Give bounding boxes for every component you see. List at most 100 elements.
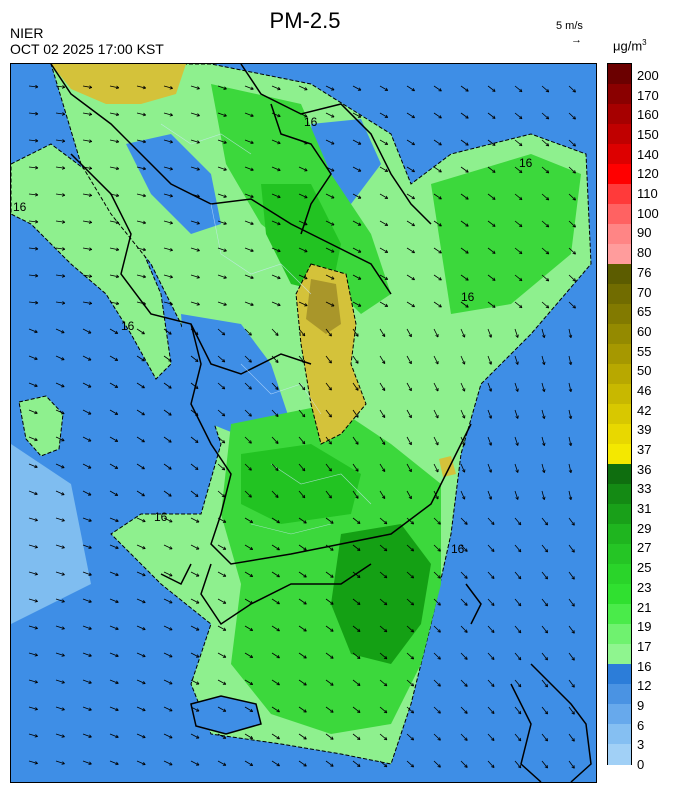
wind-arrow-icon [487, 193, 496, 200]
wind-arrow-icon [541, 355, 545, 365]
wind-arrowhead-icon [488, 415, 493, 419]
wind-arrow-icon [244, 436, 252, 444]
wind-arrowhead-icon [276, 520, 280, 524]
wind-arrow-icon [379, 301, 388, 307]
wind-arrow-icon [487, 571, 495, 579]
wind-arrowhead-icon [568, 496, 573, 501]
wind-arrow-icon [217, 193, 227, 198]
wind-arrow-icon [190, 274, 200, 279]
wind-arrowhead-icon [542, 442, 546, 446]
wind-arrowhead-icon [465, 304, 469, 308]
wind-arrowhead-icon [384, 195, 389, 199]
wind-arrow-icon [298, 166, 308, 172]
wind-arrow-icon [379, 544, 388, 552]
wind-arrow-icon [217, 571, 227, 577]
wind-arrow-icon [487, 112, 496, 119]
wind-arrowhead-icon [249, 681, 254, 686]
wind-arrowhead-icon [517, 521, 522, 526]
wind-arrowhead-icon [61, 166, 66, 170]
wind-arrow-icon [325, 544, 334, 551]
wind-arrowhead-icon [571, 522, 575, 526]
wind-arrow-icon [514, 166, 523, 174]
wind-arrowhead-icon [355, 333, 359, 337]
wind-arrowhead-icon [330, 682, 334, 686]
wind-arrowhead-icon [222, 627, 227, 631]
wind-arrowhead-icon [115, 220, 120, 225]
wind-arrowhead-icon [410, 764, 415, 768]
wind-arrow-icon [487, 247, 496, 254]
wind-arrow-icon [352, 463, 359, 472]
wind-arrowhead-icon [87, 411, 92, 415]
wind-arrow-icon [568, 274, 576, 282]
wind-arrow-icon [217, 355, 226, 363]
wind-arrow-icon [352, 166, 362, 172]
wind-arrow-icon [460, 544, 468, 552]
wind-arrow-icon [55, 301, 65, 304]
wind-arrow-icon [514, 544, 522, 553]
wind-arrow-icon [82, 490, 92, 496]
wind-arrowhead-icon [515, 388, 519, 392]
wind-arrow-icon [541, 544, 548, 553]
colorbar-tick-label: 25 [637, 560, 652, 576]
wind-arrowhead-icon [168, 466, 172, 470]
wind-arrowhead-icon [277, 113, 281, 118]
wind-arrow-icon [136, 571, 146, 576]
wind-arrowhead-icon [221, 358, 226, 363]
colorbar-tick-label: 65 [637, 304, 652, 320]
pm25-map[interactable]: 16 16 16 16 16 16 16 [10, 63, 597, 783]
wind-arrow-icon [28, 274, 38, 277]
wind-arrow-icon [514, 760, 522, 769]
wind-arrowhead-icon [435, 442, 439, 446]
wind-arrow-icon [325, 517, 334, 524]
colorbar-tick-label: 17 [637, 638, 652, 654]
wind-arrow-icon [352, 517, 361, 524]
wind-arrow-icon [568, 490, 572, 500]
wind-arrowhead-icon [61, 139, 66, 143]
wind-arrowhead-icon [568, 442, 573, 447]
wind-arrow-icon [298, 625, 307, 632]
wind-arrow-icon [514, 193, 523, 201]
colorbar-tick-label: 0 [637, 757, 645, 772]
contour-label-northeast: 16 [519, 156, 533, 170]
wind-arrowhead-icon [410, 548, 415, 552]
wind-arrow-icon [352, 652, 361, 659]
wind-arrowhead-icon [222, 735, 227, 739]
map-title: PM-2.5 [269, 8, 341, 33]
wind-arrowhead-icon [515, 496, 519, 500]
wind-arrowhead-icon [330, 709, 334, 713]
wind-arrowhead-icon [357, 114, 362, 118]
wind-arrow-icon [379, 517, 388, 525]
wind-arrow-icon [460, 247, 469, 254]
wind-arrowhead-icon [515, 469, 519, 473]
wind-arrow-icon [514, 355, 519, 365]
wind-arrowhead-icon [462, 388, 466, 392]
wind-arrowhead-icon [87, 465, 92, 469]
wind-arrow-icon [352, 112, 362, 118]
wind-arrowhead-icon [249, 546, 254, 551]
wind-arrowhead-icon [169, 519, 173, 523]
wind-arrow-icon [82, 139, 92, 142]
wind-arrow-icon [136, 733, 146, 738]
wind-arrowhead-icon [304, 276, 308, 280]
wind-arrow-icon [487, 544, 495, 552]
yellow-hotspot-north [51, 64, 186, 104]
wind-arrowhead-icon [301, 332, 306, 337]
wind-arrow-icon [352, 544, 361, 551]
wind-arrowhead-icon [518, 142, 523, 147]
wind-arrow-icon [136, 760, 146, 765]
wind-arrowhead-icon [142, 599, 146, 604]
wind-arrowhead-icon [248, 467, 252, 471]
wind-arrowhead-icon [383, 655, 388, 660]
wind-arrow-icon [352, 85, 362, 91]
wind-arrowhead-icon [408, 333, 412, 338]
wind-arrow-icon [460, 652, 468, 660]
colorbar-segment [608, 244, 631, 265]
wind-arrowhead-icon [88, 85, 93, 89]
wind-arrow-icon [55, 544, 65, 549]
wind-arrow-icon [109, 679, 119, 684]
wind-arrowhead-icon [544, 684, 549, 688]
colorbar-segment [608, 144, 631, 165]
wind-arrow-icon [433, 382, 439, 392]
wind-arrowhead-icon [114, 384, 119, 388]
wind-arrowhead-icon [357, 222, 362, 226]
